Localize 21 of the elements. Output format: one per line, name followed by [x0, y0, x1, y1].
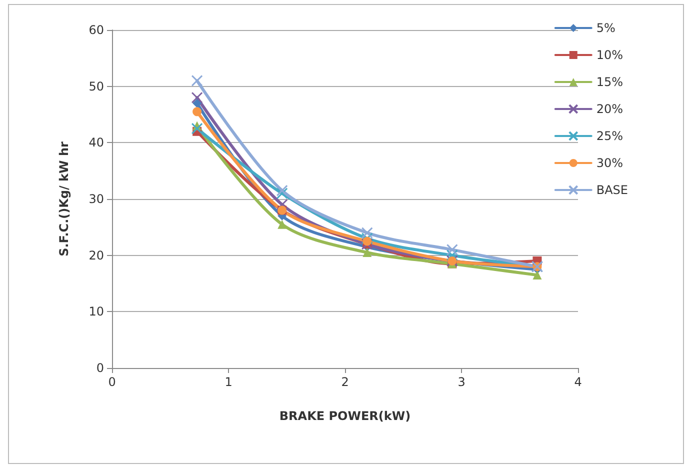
- y-tick-label: 60: [88, 23, 104, 37]
- legend-label: BASE: [596, 183, 628, 197]
- x-tick-label: 3: [458, 375, 466, 389]
- x-tick-label: 1: [224, 375, 232, 389]
- x-tick-label: 2: [341, 375, 349, 389]
- y-tick-label: 10: [88, 304, 104, 319]
- legend-label: 25%: [596, 129, 624, 143]
- x-tick-label: 0: [108, 375, 116, 389]
- legend-label: 30%: [596, 156, 624, 170]
- y-tick-label: 20: [88, 248, 104, 262]
- y-axis-title: S.F.C.()Kg/ kW hr: [57, 142, 71, 256]
- y-tick-label: 30: [88, 192, 104, 206]
- y-tick-label: 40: [88, 136, 104, 150]
- legend-label: 15%: [596, 75, 624, 89]
- x-tick-label: 4: [574, 375, 582, 389]
- legend-label: 5%: [596, 21, 616, 35]
- y-tick-label: 0: [96, 361, 104, 375]
- legend-label: 20%: [596, 102, 624, 116]
- legend-label: 10%: [596, 48, 624, 62]
- x-axis-title: BRAKE POWER(kW): [279, 409, 411, 423]
- y-tick-label: 50: [88, 79, 104, 94]
